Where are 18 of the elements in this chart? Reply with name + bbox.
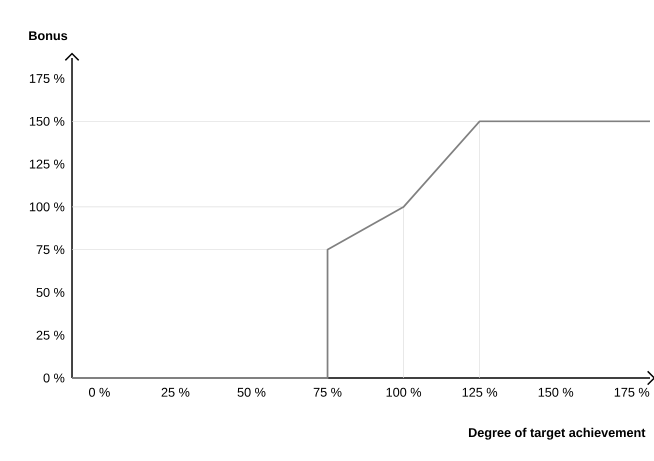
y-axis-title: Bonus xyxy=(29,31,68,40)
y-tick-label: 125 % xyxy=(30,160,64,169)
x-tick-label: 25 % xyxy=(162,388,190,397)
y-tick-label: 175 % xyxy=(30,74,64,83)
y-tick-label: 50 % xyxy=(36,288,64,297)
y-tick-label: 0 % xyxy=(44,374,64,382)
y-tick-label: 75 % xyxy=(36,245,64,254)
y-tick-label: 150 % xyxy=(30,116,64,126)
x-tick-label: 150 % xyxy=(538,388,574,397)
x-axis-title: Degree of target achievement xyxy=(468,428,646,440)
x-tick-label: 75 % xyxy=(314,388,342,397)
x-tick-label: 0 % xyxy=(88,388,110,397)
x-tick-label: 100 % xyxy=(386,388,422,397)
x-tick-label: 50 % xyxy=(238,388,266,397)
y-tick-label: 100 % xyxy=(30,202,64,212)
y-tick-label: 25 % xyxy=(36,330,64,340)
x-tick-label: 175 % xyxy=(614,388,650,397)
x-tick-label: 125 % xyxy=(462,388,498,397)
